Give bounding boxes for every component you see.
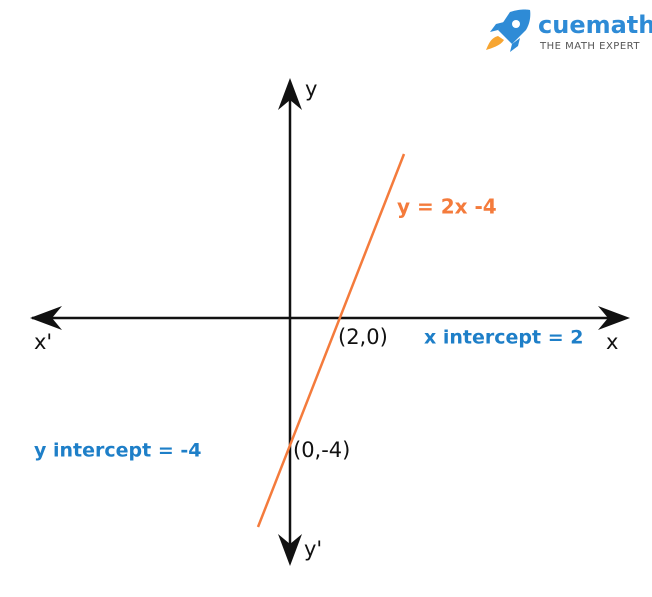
y-intercept-point: (0,-4)	[293, 438, 350, 462]
arrow-left	[30, 306, 62, 330]
x-intercept-label: x intercept = 2	[424, 327, 583, 349]
logo-icon	[486, 9, 531, 52]
logo-name: cuemath	[538, 11, 652, 39]
x-intercept-point: (2,0)	[338, 325, 388, 349]
axis-label-y-neg: y'	[304, 537, 322, 561]
equation: y = 2x -4	[397, 195, 497, 219]
arrow-up	[278, 78, 302, 110]
axis-label-y: y	[305, 77, 317, 101]
logo-tagline: THE MATH EXPERT	[539, 41, 640, 52]
graph-line	[256, 153, 406, 528]
arrow-down	[278, 534, 302, 566]
axis-label-x-neg: x'	[34, 330, 52, 354]
arrow-right	[598, 306, 630, 330]
axis-label-x: x	[606, 330, 618, 354]
y-intercept-label: y intercept = -4	[34, 440, 201, 462]
